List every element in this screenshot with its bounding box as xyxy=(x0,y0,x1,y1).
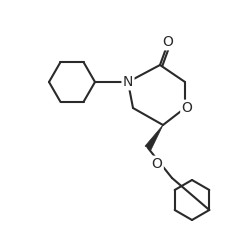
Text: O: O xyxy=(152,157,162,171)
Text: O: O xyxy=(182,101,192,115)
Text: N: N xyxy=(123,75,133,89)
Polygon shape xyxy=(145,125,163,150)
Text: O: O xyxy=(163,35,173,49)
